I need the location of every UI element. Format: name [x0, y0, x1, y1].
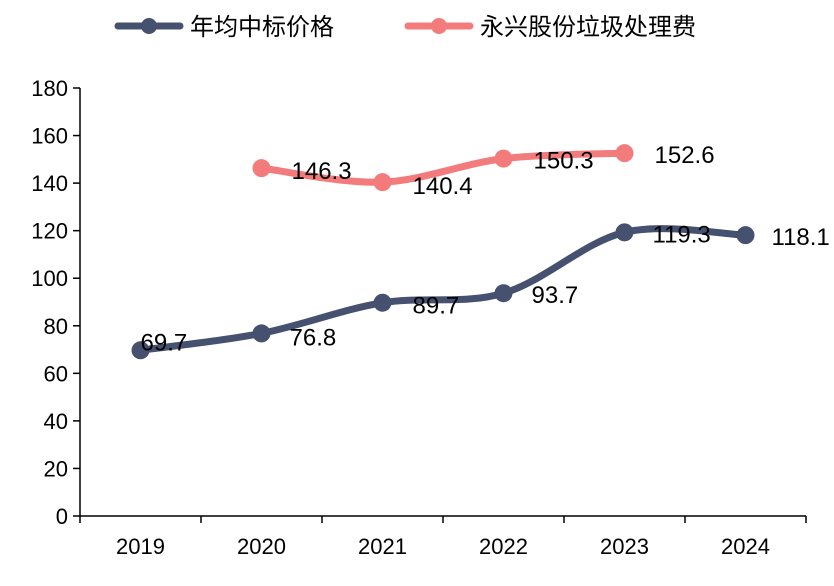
x-tick-label: 2022 [479, 534, 528, 559]
legend-swatch-marker [431, 18, 447, 34]
y-tick-label: 180 [31, 76, 68, 101]
data-labels: 69.7 76.8 89.7 93.7 119.3 118.1 146.3 140.4 150.… [141, 142, 830, 356]
data-label: 146.3 [292, 158, 352, 185]
data-label: 140.4 [413, 173, 473, 200]
series-1-point [252, 159, 271, 178]
series-0-point [615, 223, 634, 242]
legend-swatch-marker [141, 18, 157, 34]
series-0-point [494, 284, 513, 303]
series-0-point [373, 293, 392, 312]
y-tick-label: 120 [31, 219, 68, 244]
series-1-point [373, 173, 392, 192]
x-tick-label: 2024 [721, 534, 770, 559]
y-tick-label: 100 [31, 266, 68, 291]
y-tick-label: 60 [44, 361, 68, 386]
legend-label: 年均中标价格 [190, 13, 334, 41]
data-label: 76.8 [290, 324, 337, 351]
series-lines [131, 144, 755, 360]
series-0-point [131, 341, 150, 360]
series-1-point [615, 144, 634, 163]
y-tick-label: 20 [44, 456, 68, 481]
series-line-1 [258, 149, 628, 186]
data-label: 150.3 [534, 148, 594, 175]
legend: 年均中标价格 永兴股份垃圾处理费 [114, 13, 696, 41]
data-label: 69.7 [141, 329, 188, 356]
data-label: 152.6 [655, 142, 715, 169]
x-tick-label: 2023 [600, 534, 649, 559]
series-1-point [494, 149, 513, 168]
legend-label: 永兴股份垃圾处理费 [480, 13, 696, 41]
x-tick-label: 2021 [358, 534, 407, 559]
y-tick-label: 140 [31, 171, 68, 196]
series-line-0 [137, 225, 749, 354]
data-label: 89.7 [413, 293, 460, 320]
data-label: 119.3 [653, 221, 711, 248]
y-tick-label: 80 [44, 314, 68, 339]
y-tick-label: 0 [56, 504, 68, 529]
series-0-point [252, 324, 271, 343]
axes: 0 20 40 60 80 100 120 140 160 180 2019 2020 2021 2022… [31, 76, 807, 559]
y-tick-label: 160 [31, 124, 68, 149]
x-tick-label: 2020 [237, 534, 286, 559]
x-tick-label: 2019 [116, 534, 165, 559]
data-label: 93.7 [532, 282, 579, 309]
y-tick-label: 40 [44, 409, 68, 434]
series-0-point [736, 226, 755, 245]
data-label: 118.1 [772, 224, 830, 251]
